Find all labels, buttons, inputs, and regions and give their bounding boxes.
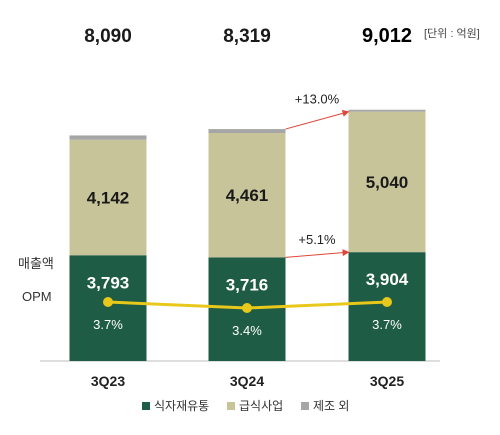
opm-point-3q23 (103, 297, 113, 307)
category-label-3q24: 3Q24 (230, 373, 264, 389)
growth-label-1: +13.0% (295, 92, 340, 107)
legend-label-1: 식자재유통 (154, 399, 209, 413)
opm-label-3q25: 3.7% (372, 317, 402, 332)
legend-label-2: 급식사업 (239, 399, 283, 413)
unit-label: [단위 : 억원] (424, 27, 480, 40)
bar-value-label-3q24-series-2: 4,461 (226, 186, 269, 205)
opm-point-3q24 (242, 303, 252, 313)
growth-label-2: +5.1% (298, 232, 336, 247)
opm-point-3q25 (382, 297, 392, 307)
bar-value-label-3q24-series-1: 3,716 (226, 275, 269, 294)
legend-swatch-2 (227, 402, 235, 410)
bar-segment-3q24-series-2 (208, 133, 286, 258)
bar-value-label-3q23-series-1: 3,793 (87, 273, 130, 292)
category-label-3q23: 3Q23 (91, 373, 125, 389)
legend-swatch-1 (142, 402, 150, 410)
bar-value-label-3q23-series-2: 4,142 (87, 189, 130, 208)
bar-segment-3q25-series-3 (348, 109, 426, 112)
bar-segment-3q25-series-2 (348, 111, 426, 253)
bar-value-label-3q25-series-1: 3,904 (366, 270, 409, 289)
bar-segment-3q23-series-3 (69, 135, 147, 140)
opm-label-3q23: 3.7% (93, 317, 123, 332)
bar-segment-3q23-series-1 (69, 255, 147, 361)
bar-value-label-3q25-series-2: 5,040 (366, 173, 409, 192)
bar-segment-3q23-series-2 (69, 139, 147, 256)
category-label-3q25: 3Q25 (370, 373, 404, 389)
opm-side-label: OPM (22, 289, 52, 304)
growth-arrow-1 (285, 109, 350, 130)
bar-segment-3q24-series-3 (208, 129, 286, 134)
legend-label-3: 제조 외 (313, 399, 349, 413)
total-value-3q23: 8,090 (84, 26, 132, 47)
revenue-side-label: 매출액 (18, 256, 54, 271)
legend-swatch-3 (301, 402, 309, 410)
growth-arrow-2 (285, 249, 350, 258)
total-value-3q24: 8,319 (223, 26, 271, 47)
opm-label-3q24: 3.4% (232, 323, 262, 338)
total-value-3q25: 9,012 (362, 25, 412, 47)
